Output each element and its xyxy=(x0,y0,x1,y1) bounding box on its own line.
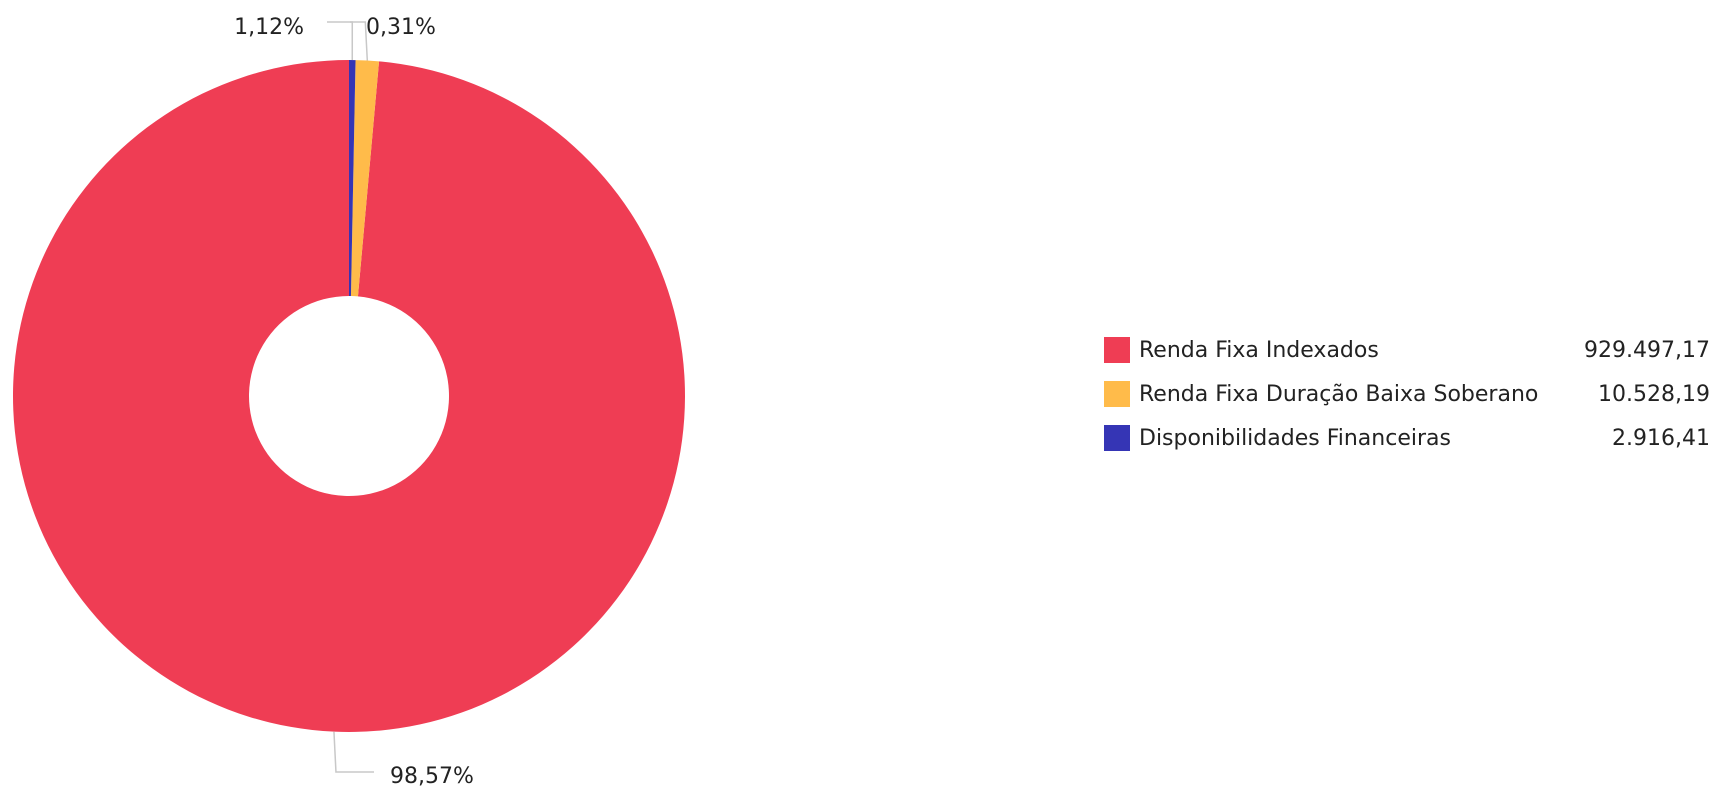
legend-value: 929.497,17 xyxy=(1584,338,1710,363)
leader-line xyxy=(333,731,374,773)
percent-labels: 98,57% 1,12% 0,31% xyxy=(234,15,474,789)
legend-value: 10.528,19 xyxy=(1598,382,1710,407)
legend: Renda Fixa Indexados 929.497,17 Renda Fixa… xyxy=(1104,337,1710,451)
donut-slice[interactable] xyxy=(13,60,686,732)
percent-leader-lines xyxy=(327,21,374,773)
legend-label: Disponibilidades Financeiras xyxy=(1139,426,1451,451)
percent-label: 0,31% xyxy=(366,15,436,40)
percent-label: 1,12% xyxy=(234,15,304,40)
legend-label: Renda Fixa Indexados xyxy=(1139,338,1379,363)
leader-line xyxy=(350,21,354,61)
legend-value: 2.916,41 xyxy=(1612,426,1710,451)
donut-slices xyxy=(13,60,686,732)
legend-swatch xyxy=(1104,381,1130,407)
legend-swatch xyxy=(1104,425,1130,451)
leader-line xyxy=(327,21,369,61)
donut-slice[interactable] xyxy=(350,60,380,297)
legend-swatch xyxy=(1104,337,1130,363)
donut-slice[interactable] xyxy=(349,60,356,297)
legend-label: Renda Fixa Duração Baixa Soberano xyxy=(1139,382,1538,407)
percent-label: 98,57% xyxy=(390,764,474,789)
